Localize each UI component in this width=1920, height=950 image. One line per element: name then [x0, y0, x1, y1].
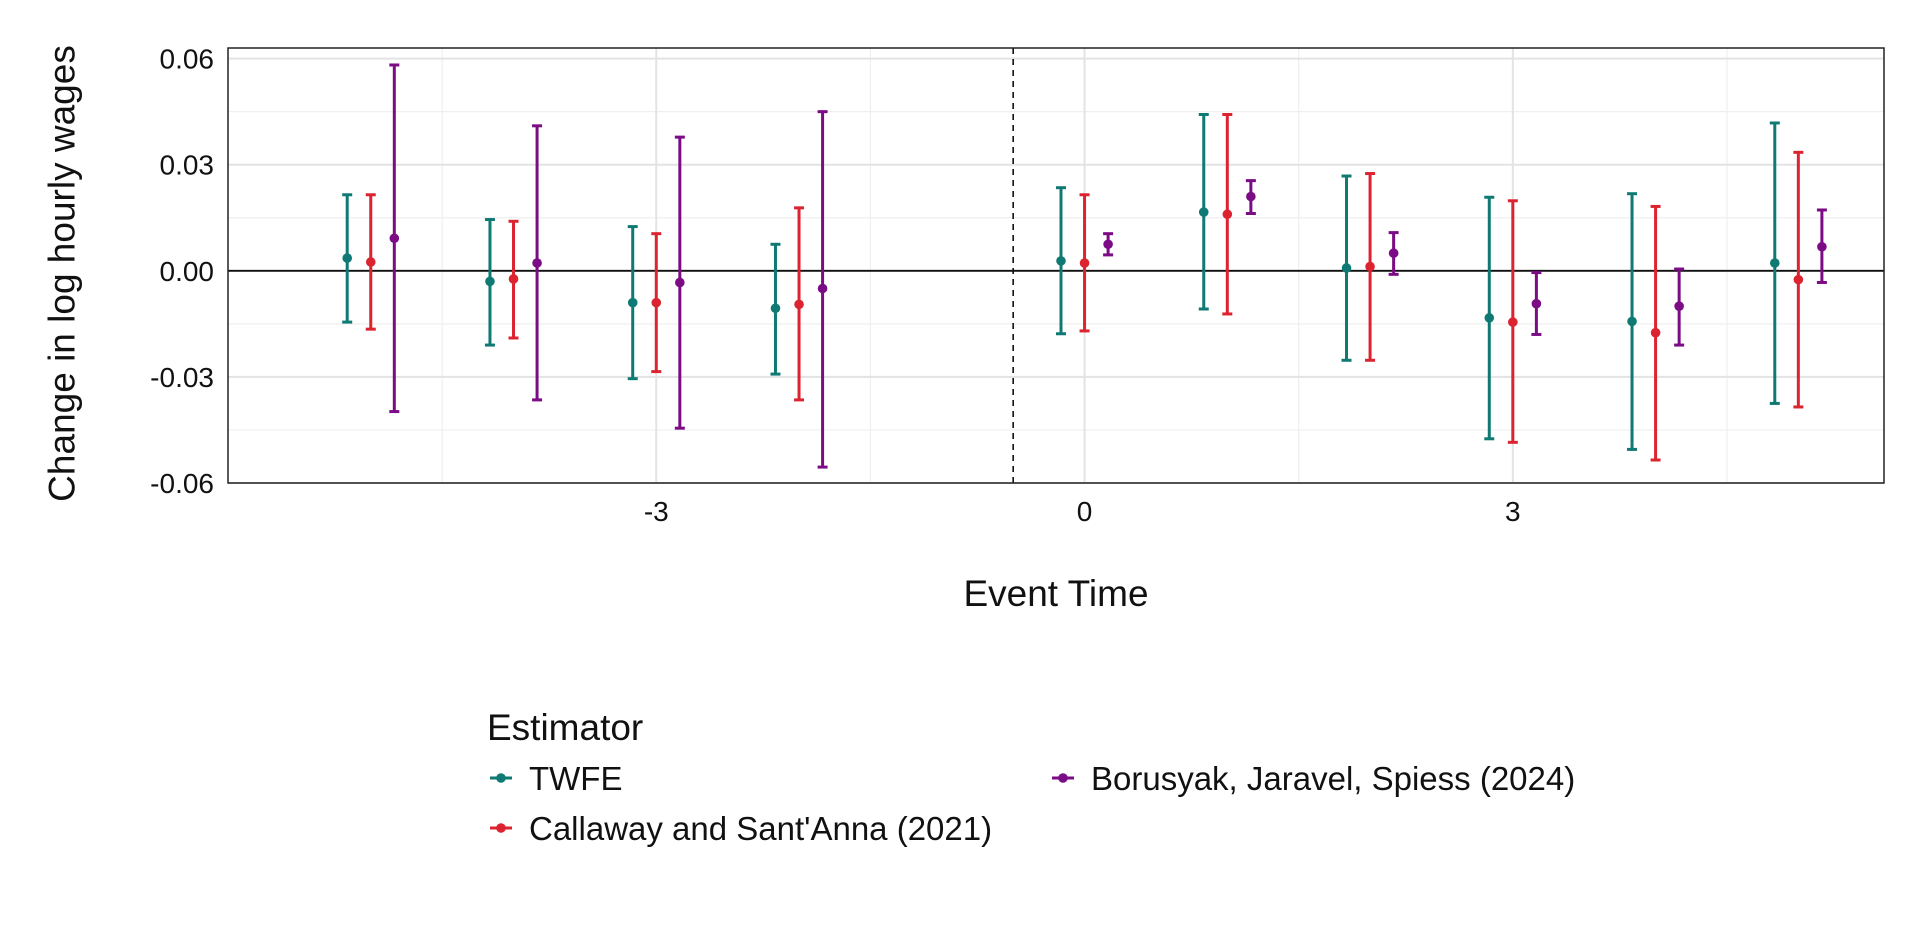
y-tick-label: 0.03	[160, 150, 215, 181]
legend-key-point	[496, 823, 506, 833]
y-tick-label: 0.00	[160, 256, 215, 287]
reference-lines	[228, 48, 1884, 483]
legend-items: TWFE Callaway and Sant'Anna (2021) Borusya…	[490, 760, 1575, 847]
legend: Estimator TWFE Callaway and Sant'Anna (20…	[487, 707, 1575, 847]
point-estimate	[817, 283, 828, 294]
point-estimate	[770, 303, 781, 314]
point-estimate	[1056, 256, 1066, 266]
point-estimate	[1388, 248, 1399, 258]
legend-key-point	[496, 773, 506, 783]
point-estimate	[651, 297, 662, 308]
y-axis-ticks: 0.06 0.03 0.00 -0.03 -0.06	[150, 44, 214, 499]
x-tick-label: 3	[1505, 496, 1521, 527]
point-estimate	[1222, 209, 1233, 220]
plot-panel-border	[227, 47, 1885, 484]
point-estimate	[342, 253, 353, 263]
legend-title: Estimator	[487, 707, 643, 748]
series-3	[389, 63, 1827, 469]
point-estimate	[1508, 317, 1518, 327]
point-estimate	[1103, 239, 1113, 250]
point-estimate	[485, 276, 495, 287]
y-tick-label: 0.06	[160, 44, 215, 75]
point-estimate	[532, 258, 542, 268]
point-estimate	[1650, 327, 1661, 338]
point-estimate	[1674, 301, 1684, 311]
legend-label: TWFE	[529, 760, 622, 797]
point-estimate	[1793, 274, 1804, 285]
y-tick-label: -0.06	[150, 468, 214, 499]
legend-item: TWFE	[490, 760, 622, 797]
point-estimate	[508, 274, 519, 284]
point-estimate	[675, 277, 685, 288]
point-estimate	[1079, 258, 1090, 268]
x-tick-label: 0	[1077, 496, 1093, 527]
grid-lines	[228, 48, 1884, 484]
point-estimate	[1769, 258, 1780, 268]
legend-item: Borusyak, Jaravel, Spiess (2024)	[1052, 760, 1575, 797]
point-estimate	[1341, 263, 1352, 273]
point-estimate	[1817, 241, 1827, 252]
legend-key-point	[1058, 773, 1068, 783]
series-1	[342, 112, 1780, 451]
legend-label: Callaway and Sant'Anna (2021)	[529, 810, 992, 847]
point-estimate	[1198, 207, 1209, 217]
point-estimate	[1627, 316, 1637, 327]
point-estimate	[389, 233, 400, 244]
point-estimate	[1531, 298, 1542, 309]
point-estimate	[627, 297, 638, 308]
point-estimate	[794, 299, 804, 310]
point-estimate	[1246, 191, 1256, 202]
series-2	[365, 112, 1804, 462]
x-axis-ticks: -3 0 3	[644, 496, 1521, 527]
y-axis-title: Change in log hourly wages	[42, 45, 83, 502]
data-marks	[342, 63, 1827, 469]
y-tick-label: -0.03	[150, 362, 214, 393]
legend-item: Callaway and Sant'Anna (2021)	[490, 810, 992, 847]
legend-label: Borusyak, Jaravel, Spiess (2024)	[1091, 760, 1575, 797]
x-axis-title: Event Time	[963, 573, 1148, 614]
point-estimate	[1484, 313, 1495, 323]
point-estimate	[365, 257, 376, 267]
x-tick-label: -3	[644, 496, 669, 527]
point-estimate	[1365, 261, 1375, 272]
